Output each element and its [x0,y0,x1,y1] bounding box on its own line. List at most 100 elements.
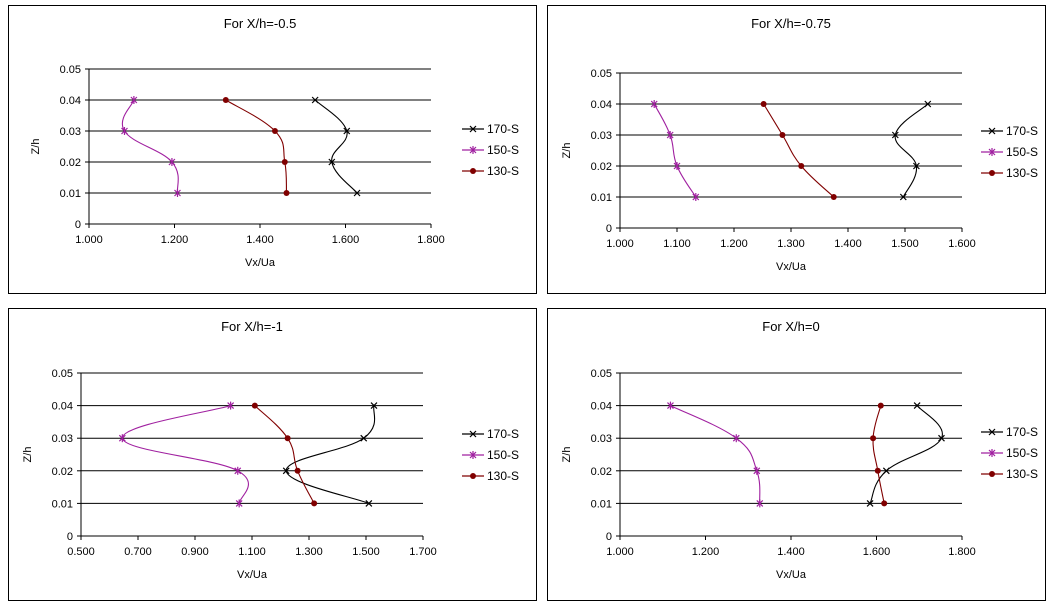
x-tick-label: 1.200 [720,238,748,250]
legend-label: 170-S [487,122,519,136]
series-line [869,405,943,504]
data-point [753,466,761,475]
legend-entry-130-S: 130-S [981,467,1038,481]
data-point [756,499,764,508]
data-point [294,467,301,474]
data-point [692,193,700,201]
x-tick-label: 1.200 [161,234,189,246]
x-axis-label: Vx/Ua [776,569,807,581]
series-170-S [282,402,378,507]
data-point [282,467,290,475]
legend-marker [469,125,477,133]
y-axis-label: Z/h [30,139,42,155]
y-axis-label: Z/h [22,447,34,463]
x-tick-label: 1.500 [352,546,380,558]
chart-panel-3: For X/h=-1 0 0.01 0.02 0.03 0.04 0.05 0.500 0.70… [8,308,537,601]
legend-marker [988,127,996,135]
x-tick-label: 1.000 [606,546,634,558]
series-line [225,99,288,194]
legend-label: 150-S [487,448,519,462]
data-point [891,131,899,139]
series-170-S [891,100,932,201]
x-tick-label: 1.000 [606,238,634,250]
data-point [667,401,674,410]
data-point [281,159,288,165]
series-150-S [118,401,249,508]
x-axis-label: Vx/Ua [776,261,807,273]
data-point [271,128,278,134]
series-150-S [650,100,700,201]
x-axis-label: Vx/Ua [245,257,276,269]
x-axis-label: Vx/Ua [237,569,268,581]
data-point [870,435,877,442]
x-tick-label: 1.400 [777,546,805,558]
x-tick-label: 1.200 [692,546,720,558]
data-point [222,97,229,103]
legend-marker [469,430,477,438]
y-tick-label: 0.01 [52,498,73,510]
series-130-S [251,402,318,507]
data-point [830,194,837,200]
series-line [763,103,835,198]
y-tick-label: 0.01 [60,188,81,200]
chart-title: For X/h=-0.5 [224,16,297,31]
legend-label: 170-S [1006,124,1038,138]
x-tick-label: 1.100 [663,238,691,250]
data-point [353,189,361,197]
chart-title: For X/h=-1 [221,319,283,334]
data-point [666,131,674,139]
y-axis-label: Z/h [561,447,573,463]
data-point [121,127,128,135]
x-tick-label: 1.300 [777,238,805,250]
legend-entry-170-S: 170-S [981,124,1038,138]
series-130-S [870,402,888,507]
series-130-S [760,101,837,200]
data-point [912,162,920,170]
legend-marker [988,428,996,436]
legend-label: 150-S [1006,145,1038,159]
data-point [284,435,291,442]
x-tick-label: 1.400 [246,234,274,246]
y-tick-label: 0.04 [591,99,612,111]
y-tick-label: 0 [75,219,81,231]
legend-entry-150-S: 150-S [981,145,1038,159]
data-point [328,158,336,166]
y-tick-label: 0 [67,531,73,543]
data-point [779,132,786,138]
x-tick-label: 1.400 [834,238,862,250]
y-tick-label: 0.01 [591,498,612,510]
series-line [653,103,697,198]
chart-title: For X/h=0 [762,319,819,334]
legend-entry-170-S: 170-S [462,427,519,441]
legend-entry-170-S: 170-S [981,425,1038,439]
legend-marker [988,148,996,156]
y-tick-label: 0 [606,531,612,543]
legend-label: 130-S [1006,467,1038,481]
legend-entry-130-S: 130-S [462,164,519,178]
x-tick-label: 0.500 [67,546,95,558]
data-point [938,434,945,442]
series-170-S [866,402,945,507]
y-tick-label: 0.03 [591,130,612,142]
series-line [285,405,376,504]
x-tick-label: 1.000 [75,234,103,246]
data-point [227,401,235,410]
data-point [251,402,258,409]
legend-marker [989,471,995,477]
y-tick-label: 0.03 [591,433,612,445]
y-tick-label: 0.04 [52,401,73,413]
data-point [913,402,921,410]
y-tick-label: 0.05 [591,68,612,80]
legend-entry-130-S: 130-S [462,469,519,483]
x-tick-label: 1.800 [417,234,445,246]
x-tick-label: 1.100 [238,546,266,558]
data-point [311,96,319,104]
legend-label: 130-S [1006,166,1038,180]
data-point [168,158,176,166]
x-tick-label: 1.300 [295,546,323,558]
legend-marker [470,168,476,174]
series-line [254,405,315,504]
data-point [881,500,888,507]
data-point [673,162,681,170]
y-tick-label: 0.05 [591,368,612,380]
